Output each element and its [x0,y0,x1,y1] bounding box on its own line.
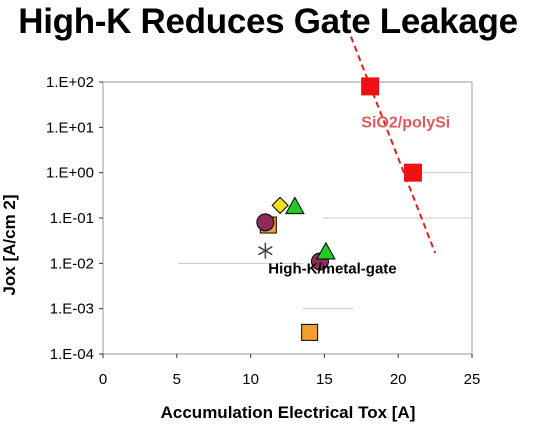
grid-lines [178,172,472,310]
chart-title: High-K Reduces Gate Leakage [18,2,518,41]
asterisk-stroke [258,246,273,256]
circle-point [256,213,275,232]
x-tick-label: 25 [464,371,481,388]
y-axis-label: Jox [A/cm 2] [0,194,19,295]
sio2-polysi-label: SiO2/polySi [361,114,450,131]
y-tick-label: 1.E+00 [46,165,94,182]
x-tick-label: 20 [390,371,407,388]
x-axis-ticks: 0 5 10 15 20 25 [99,354,481,388]
y-tick-label: 1.E-03 [50,301,94,318]
diamond-point [271,196,289,215]
data-points [256,77,422,341]
x-tick-label: 5 [173,371,181,388]
y-tick-label: 1.E-04 [50,346,94,363]
x-tick-label: 10 [242,371,259,388]
triangle-point [285,196,305,215]
y-tick-label: 1.E+01 [46,119,94,136]
x-tick-label: 0 [99,371,107,388]
annotations: SiO2/polySi High-K/metal-gate [268,114,450,277]
trendline-layer [350,36,437,254]
sio2-square-point [403,163,422,182]
y-axis-ticks: 1.E-04 1.E-03 1.E-02 1.E-01 1.E+00 1.E+01 1.E+… [46,74,103,363]
y-tick-label: 1.E-02 [50,255,94,272]
x-tick-label: 15 [316,371,333,388]
y-tick-label: 1.E+02 [46,74,94,91]
triangle-point [316,241,336,260]
asterisk-point [258,242,273,259]
sio2-trendline [350,36,437,254]
square-point [301,323,319,341]
sio2-square-point [361,77,380,96]
high-k-metal-gate-label: High-K/metal-gate [268,260,396,277]
y-tick-label: 1.E-01 [50,210,94,227]
x-axis-label: Accumulation Electrical Tox [A] [161,403,416,422]
